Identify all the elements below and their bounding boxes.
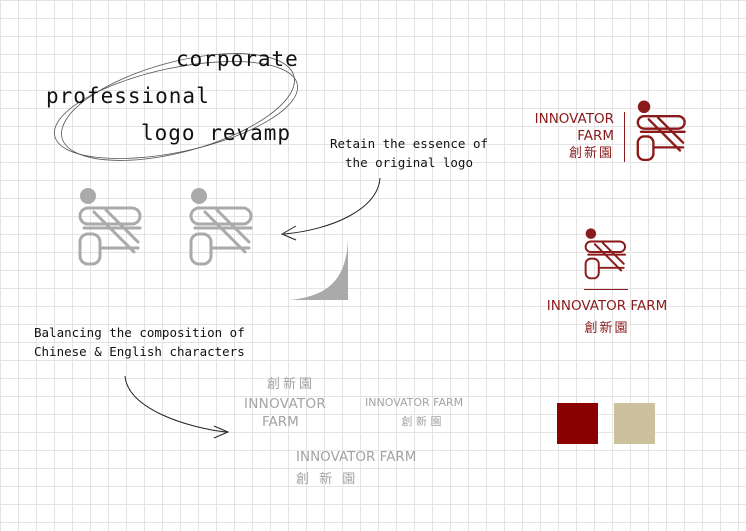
- final-stacked-chinese: 創新園: [584, 321, 630, 336]
- final-horizontal-chinese: 創新園: [568, 146, 614, 161]
- original-logo-mark-1: [78, 188, 142, 266]
- study-b-chinese: 創 新 園: [401, 415, 442, 428]
- divider: [624, 112, 625, 162]
- note-retain: Retain the essence of the original logo: [324, 134, 494, 172]
- study-c-english: INNOVATOR FARM: [296, 449, 417, 465]
- final-horizontal-line2: FARM: [577, 128, 614, 144]
- final-horizontal-line1: INNOVATOR: [534, 111, 614, 127]
- study-c-chinese: 創 新 園: [296, 472, 359, 487]
- note-retain-line2: the original logo: [345, 155, 473, 170]
- note-balance-line2: Chinese & English characters: [34, 344, 245, 359]
- study-a-chinese: 創新園: [266, 377, 315, 392]
- original-logo-mark-2: [189, 188, 253, 266]
- headline-logo-revamp: logo revamp: [141, 121, 292, 145]
- study-a-line1: INNOVATOR: [244, 396, 327, 412]
- headline-corporate: corporate: [176, 47, 299, 71]
- final-logo-mark-stacked: [584, 228, 627, 280]
- final-logo-mark-horizontal: [636, 100, 686, 162]
- note-balance-line1: Balancing the composition of: [34, 325, 245, 340]
- note-retain-line1: Retain the essence of: [329, 136, 489, 151]
- study-b-english: INNOVATOR FARM: [365, 396, 464, 409]
- corner-shape: [290, 240, 348, 300]
- note-balance: Balancing the composition of Chinese & E…: [34, 323, 245, 361]
- stacked-divider: [584, 289, 628, 290]
- color-swatch-primary: [557, 403, 598, 444]
- color-swatch-secondary: [614, 403, 655, 444]
- study-a-line2: FARM: [262, 414, 299, 430]
- final-stacked-english: INNOVATOR FARM: [546, 298, 668, 314]
- headline-professional: professional: [46, 84, 210, 108]
- final-logo-horizontal-text: INNOVATOR FARM 創新園: [522, 111, 614, 162]
